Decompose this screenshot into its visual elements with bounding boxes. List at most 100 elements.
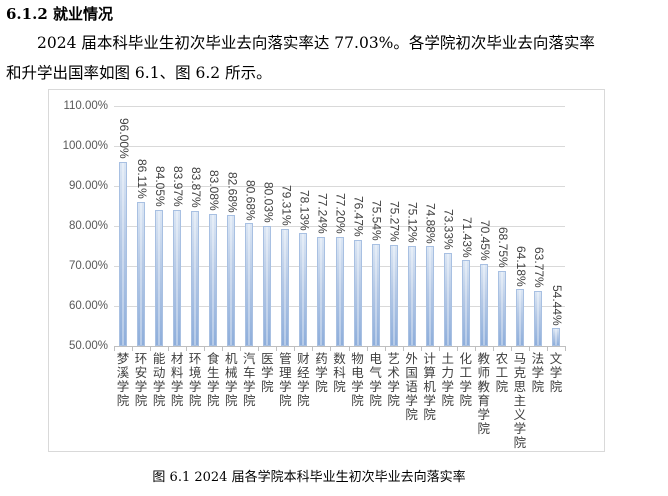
x-category-label: 文学院 [549,351,563,394]
gridline [114,146,565,147]
x-category-label: 教师教育学院 [477,351,491,436]
x-tick-mark [312,346,314,351]
x-category-label: 管理学院 [279,351,292,408]
x-category-label: 能动学院 [152,351,166,408]
x-tick-mark [222,346,224,351]
section-heading: 6.1.2 就业情况 [6,5,113,23]
bar [281,228,290,346]
bar [407,245,416,346]
x-tick-mark [294,346,296,351]
x-category-label: 食生学院 [206,351,220,408]
x-tick-mark [456,346,458,351]
x-tick-mark [474,346,476,351]
x-category-label: 土力学院 [441,351,454,408]
x-category-label: 机械学院 [224,351,238,408]
bar [191,210,200,346]
x-category-label: 医学院 [261,351,274,394]
data-label: 83.08% [207,169,222,211]
x-tick-mark [384,346,386,351]
bar [479,264,488,346]
x-category-label: 物电学院 [351,351,364,408]
x-category-label: 艺术学院 [387,351,400,408]
bar [209,213,218,346]
x-tick-mark [240,346,242,351]
x-tick-mark [438,346,440,351]
x-tick-mark [420,346,422,351]
bar [119,162,128,346]
data-label: 84.05% [153,166,168,207]
data-label: 86.11% [135,158,150,199]
x-category-label: 马克思主义学院 [513,351,527,450]
x-tick-mark [132,346,134,351]
y-tick-label: 70.00% [68,260,108,272]
bar [155,209,164,346]
bar [137,201,146,346]
x-tick-mark [150,346,152,351]
data-label: 71.43% [459,216,474,258]
plot-area: 50.00% 60.00% 70.00% 80.00% 90.00% 100.00% 110… [63,100,566,450]
data-label: 75.12% [405,201,420,243]
data-label: 77.20% [333,193,348,235]
x-tick-mark [258,346,260,351]
bar [353,240,362,346]
bar [371,243,380,346]
data-label: 79.31% [279,185,294,226]
bar [389,244,398,346]
figure-caption: 图 6.1 2024 届各学院本科毕业生初次毕业去向落实率 [152,470,466,485]
x-category-label: 材料学院 [170,351,184,408]
x-category-label: 梦溪学院 [116,351,130,408]
paragraph-line-1: 2024 届本科毕业生初次毕业去向落实率达 77.03%。各学院初次毕业去向落实… [37,34,595,52]
data-label: 83.87% [189,166,204,208]
x-category-label: 计算机学院 [423,351,436,422]
x-category-label: 农工院 [495,351,509,394]
x-category-label: 电气学院 [369,351,382,408]
y-tick-label: 50.00% [68,340,108,352]
x-tick-mark [565,346,566,351]
x-tick-mark [510,346,512,351]
bar [533,290,542,346]
gridline [114,106,565,107]
bar [317,237,326,346]
x-category-label: 环境学院 [188,351,202,408]
data-label: 76.47% [351,196,366,238]
x-category-label: 化工学院 [459,351,473,408]
bar [515,289,524,346]
data-label: 68.75% [495,227,510,268]
paragraph-line-2: 和升学出国率如图 6.1、图 6.2 所示。 [6,64,272,82]
x-tick-mark [168,346,170,351]
x-category-label: 汽车学院 [243,351,256,408]
bar-chart: 50.00% 60.00% 70.00% 80.00% 90.00% 100.00% 110… [48,89,605,452]
data-label: 63.77% [531,247,546,288]
data-label: 83.97% [171,166,186,208]
x-tick-mark [402,346,404,351]
data-label: 54.44% [549,284,564,326]
x-tick-mark [528,346,530,351]
x-tick-mark [186,346,188,351]
y-tick-label: 110.00% [63,100,108,112]
x-tick-mark [492,346,494,351]
bar [551,328,560,346]
data-label: 64.18% [513,245,528,287]
bar [227,215,236,346]
y-tick-label: 60.00% [68,300,108,312]
data-label: 75.27% [387,201,402,242]
gridline [114,226,565,227]
data-label: 77.24% [315,193,330,235]
data-label: 80.68% [243,179,258,221]
bar [299,233,308,346]
x-axis-line [114,346,565,347]
bar [425,246,434,346]
bar [443,252,452,346]
bar [173,210,182,346]
data-label: 75.54% [369,200,384,241]
bar [263,225,272,346]
y-tick-label: 80.00% [68,220,108,232]
y-tick-label: 90.00% [68,180,108,192]
y-tick-label: 100.00% [62,140,108,152]
x-category-label: 财经学院 [297,351,310,408]
x-tick-mark [276,346,278,351]
gridline [114,186,565,187]
data-label: 78.13% [297,189,312,231]
data-label: 73.33% [441,208,456,250]
data-label: 80.03% [261,182,276,223]
